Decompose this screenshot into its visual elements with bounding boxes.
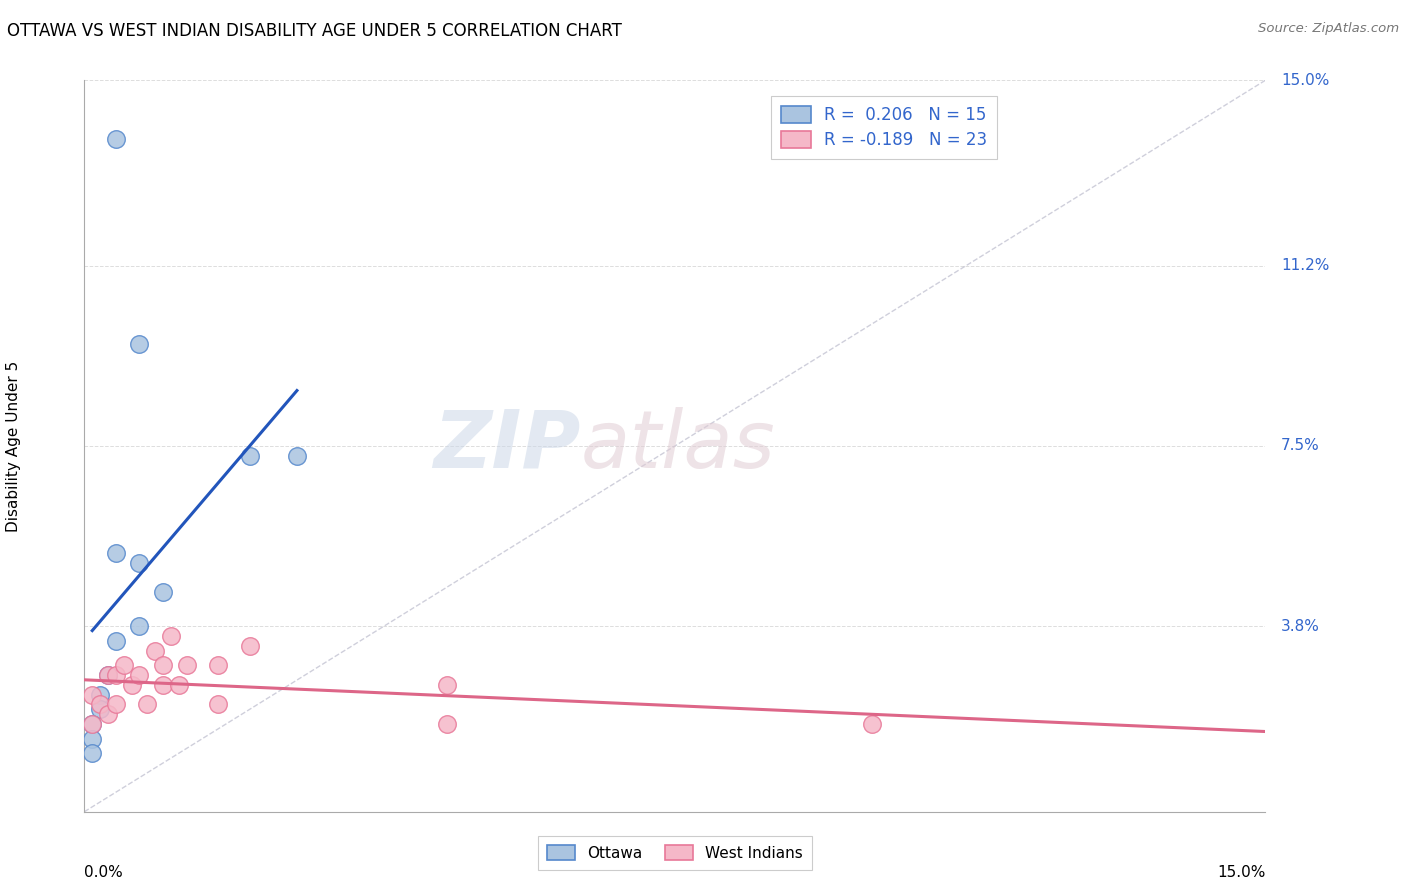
Text: 15.0%: 15.0% [1281, 73, 1330, 87]
Point [82, 746, 104, 760]
Text: 15.0%: 15.0% [1218, 865, 1265, 880]
Text: Disability Age Under 5: Disability Age Under 5 [6, 360, 21, 532]
Point [152, 658, 174, 673]
Point [207, 698, 229, 712]
Point [152, 678, 174, 692]
Point [82, 717, 104, 731]
Point [128, 619, 150, 633]
Point [89, 688, 111, 702]
Point [143, 644, 166, 658]
Text: 3.8%: 3.8% [1281, 619, 1320, 634]
Point [285, 449, 308, 463]
Point [82, 688, 104, 702]
Point [176, 658, 198, 673]
Point [97, 668, 120, 682]
Point [112, 658, 135, 673]
Text: 7.5%: 7.5% [1281, 439, 1320, 453]
Point [104, 634, 127, 648]
Text: 11.2%: 11.2% [1281, 258, 1330, 273]
Point [207, 658, 229, 673]
Point [128, 668, 150, 682]
Point [104, 546, 127, 560]
Point [104, 132, 127, 146]
Point [239, 639, 262, 653]
Point [152, 585, 174, 599]
Point [160, 629, 183, 643]
Legend: Ottawa, West Indians: Ottawa, West Indians [538, 836, 811, 870]
Text: OTTAWA VS WEST INDIAN DISABILITY AGE UNDER 5 CORRELATION CHART: OTTAWA VS WEST INDIAN DISABILITY AGE UND… [7, 22, 621, 40]
Point [104, 668, 127, 682]
Point [97, 707, 120, 722]
Point [89, 698, 111, 712]
Point [136, 698, 159, 712]
Point [82, 731, 104, 746]
Point [89, 702, 111, 716]
Text: Source: ZipAtlas.com: Source: ZipAtlas.com [1258, 22, 1399, 36]
Point [97, 668, 120, 682]
Point [436, 717, 458, 731]
Text: ZIP: ZIP [433, 407, 581, 485]
Point [104, 698, 127, 712]
Point [121, 678, 143, 692]
Point [860, 717, 883, 731]
Point [239, 449, 262, 463]
Text: atlas: atlas [581, 407, 775, 485]
Point [82, 717, 104, 731]
Text: 0.0%: 0.0% [84, 865, 124, 880]
Point [128, 556, 150, 570]
Point [128, 336, 150, 351]
Point [436, 678, 458, 692]
Point [167, 678, 190, 692]
